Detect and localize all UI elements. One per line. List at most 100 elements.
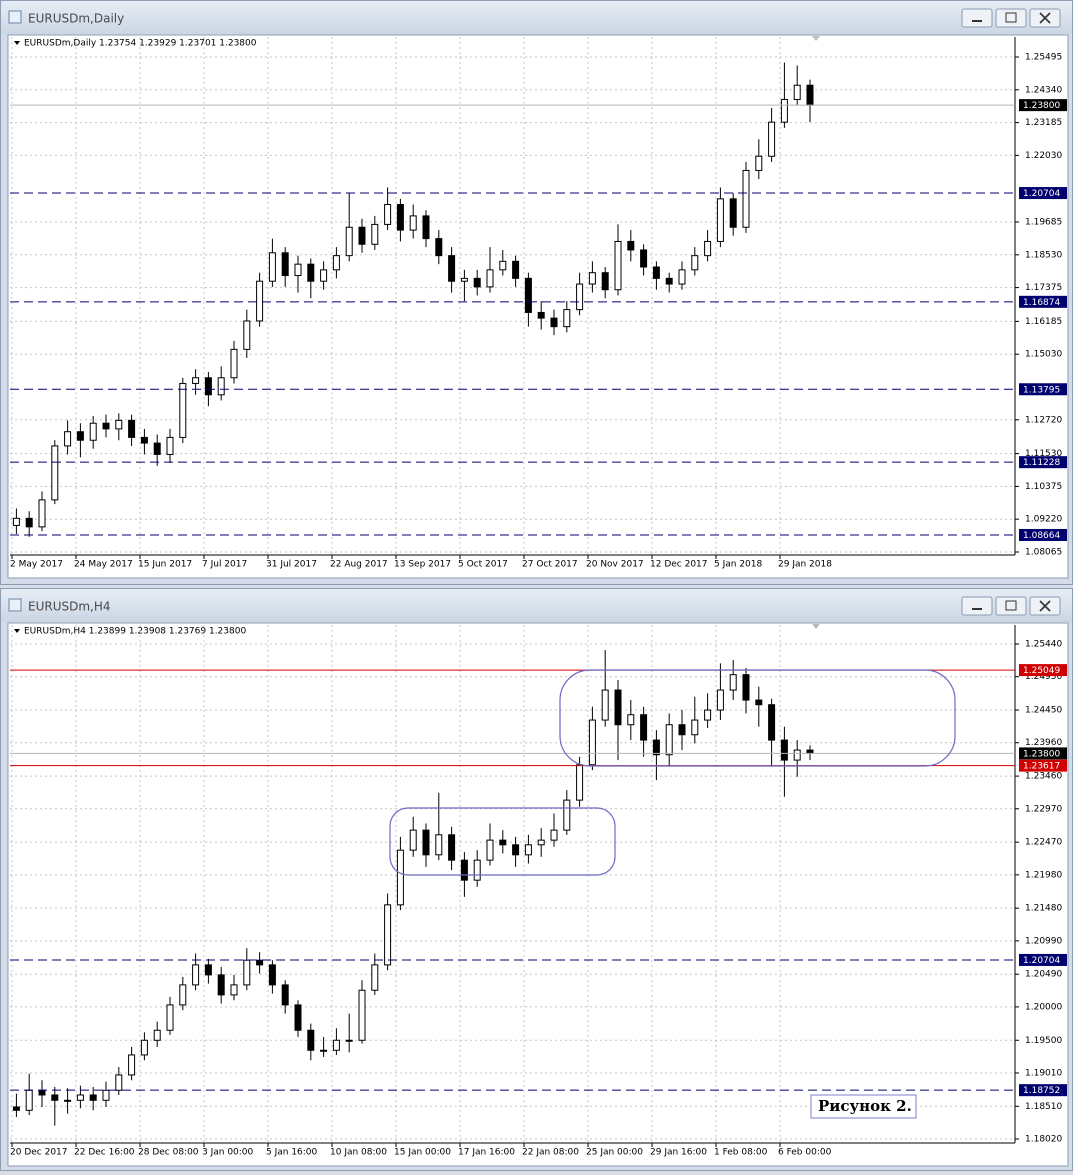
x-tick-label: 15 Jun 2017	[138, 560, 192, 570]
chart-window-svg: EURUSDm,Daily EURUSDm,Daily 1.23754 1.23…	[0, 0, 1073, 585]
candle-body	[243, 959, 251, 986]
x-tick-label: 6 Feb 00:00	[778, 1148, 832, 1158]
candle-body	[51, 445, 59, 501]
candle-body	[179, 382, 187, 438]
candle-body	[563, 309, 571, 328]
window-title: EURUSDm,Daily	[28, 12, 124, 26]
candle-body	[780, 739, 788, 761]
candle-body	[51, 1094, 59, 1101]
y-tick-label: 1.18510	[1025, 1102, 1062, 1112]
candle-body	[307, 263, 315, 282]
title-bar	[1, 589, 1072, 622]
candle-body	[230, 984, 238, 996]
x-tick-label: 20 Nov 2017	[586, 560, 644, 570]
candle-body	[243, 320, 251, 350]
candle-body	[25, 1089, 33, 1111]
maximize-button[interactable]	[995, 8, 1027, 28]
candle-body	[166, 1004, 174, 1031]
candle-body	[320, 269, 328, 282]
level-label: 1.13795	[1023, 385, 1060, 395]
candle-body	[230, 348, 238, 379]
level-label: 1.11228	[1023, 458, 1060, 468]
x-tick-label: 3 Jan 00:00	[202, 1148, 254, 1158]
candle-body	[729, 198, 737, 228]
candle-body	[614, 689, 622, 726]
annotation: Рисунок 2.	[818, 1097, 912, 1115]
candle-body	[499, 839, 507, 846]
candle-body	[281, 252, 289, 277]
candle-body	[768, 121, 776, 157]
minimize-button[interactable]	[961, 596, 993, 616]
close-icon	[1039, 600, 1051, 612]
candle-body	[652, 739, 660, 756]
x-tick-label: 29 Jan 2018	[778, 560, 832, 570]
candle-body	[665, 724, 673, 756]
x-tick-label: 22 Dec 16:00	[74, 1148, 135, 1158]
candle-body	[448, 255, 456, 282]
chart-area	[7, 34, 1069, 579]
candle-body	[640, 249, 648, 268]
level-label: 1.20704	[1023, 189, 1060, 199]
maximize-button[interactable]	[995, 596, 1027, 616]
candle-body	[678, 724, 686, 736]
y-tick-label: 1.23960	[1025, 738, 1062, 748]
candle-body	[627, 240, 635, 251]
level-label-bg	[1019, 528, 1067, 541]
candle-body	[793, 749, 801, 761]
candle-body	[256, 280, 264, 322]
candle-body	[12, 1106, 20, 1111]
minimize-button[interactable]	[961, 8, 993, 28]
close-icon	[1039, 12, 1051, 24]
candle-body	[268, 252, 276, 282]
window-icon	[8, 10, 22, 24]
candle-body	[345, 1039, 353, 1042]
candle-body	[614, 240, 622, 291]
y-tick-label: 1.20990	[1025, 936, 1062, 946]
candle-body	[358, 989, 366, 1041]
y-tick-label: 1.11530	[1025, 449, 1062, 459]
window-title: EURUSDm,H4	[28, 600, 111, 614]
candle-body	[716, 689, 724, 711]
candle-body	[153, 1029, 161, 1041]
candle-body	[537, 311, 545, 319]
candle-body	[550, 829, 558, 841]
x-tick-label: 28 Dec 08:00	[138, 1148, 199, 1158]
x-tick-label: 1 Feb 08:00	[714, 1148, 768, 1158]
candle-body	[76, 431, 84, 441]
annotation-box	[810, 1094, 917, 1119]
level-label-bg	[1019, 1084, 1067, 1097]
candle-body	[307, 1029, 315, 1051]
y-tick-label: 1.22470	[1025, 838, 1062, 848]
candle-body	[627, 714, 635, 726]
candle-body	[524, 277, 532, 313]
candle-body	[460, 859, 468, 881]
level-label-bg	[1019, 456, 1067, 469]
y-tick-label: 1.23460	[1025, 772, 1062, 782]
candle-body	[102, 1089, 110, 1101]
level-label: 1.23800	[1023, 101, 1060, 111]
y-tick-label: 1.22030	[1025, 151, 1062, 161]
candle-body	[409, 829, 417, 851]
y-tick-label: 1.09220	[1025, 515, 1062, 525]
candle-body	[524, 844, 532, 856]
candle-body	[332, 1039, 340, 1051]
candle-body	[601, 272, 609, 291]
shift-marker	[812, 36, 820, 41]
candle-body	[499, 260, 507, 271]
candle-body	[652, 266, 660, 279]
candle-body	[294, 1004, 302, 1031]
range-box	[559, 669, 956, 767]
y-tick-label: 1.18530	[1025, 250, 1062, 260]
candle-body	[384, 904, 392, 966]
candle-body	[486, 839, 494, 861]
y-tick-label: 1.12720	[1025, 415, 1062, 425]
candle-body	[640, 714, 648, 741]
x-tick-label: 7 Jul 2017	[202, 560, 247, 570]
level-label: 1.16874	[1023, 298, 1060, 308]
candle-body	[153, 442, 161, 455]
x-tick-label: 2 May 2017	[10, 560, 63, 570]
candle-body	[128, 419, 136, 438]
candle-body	[89, 422, 97, 441]
candle-body	[460, 277, 468, 282]
candle-body	[742, 169, 750, 228]
